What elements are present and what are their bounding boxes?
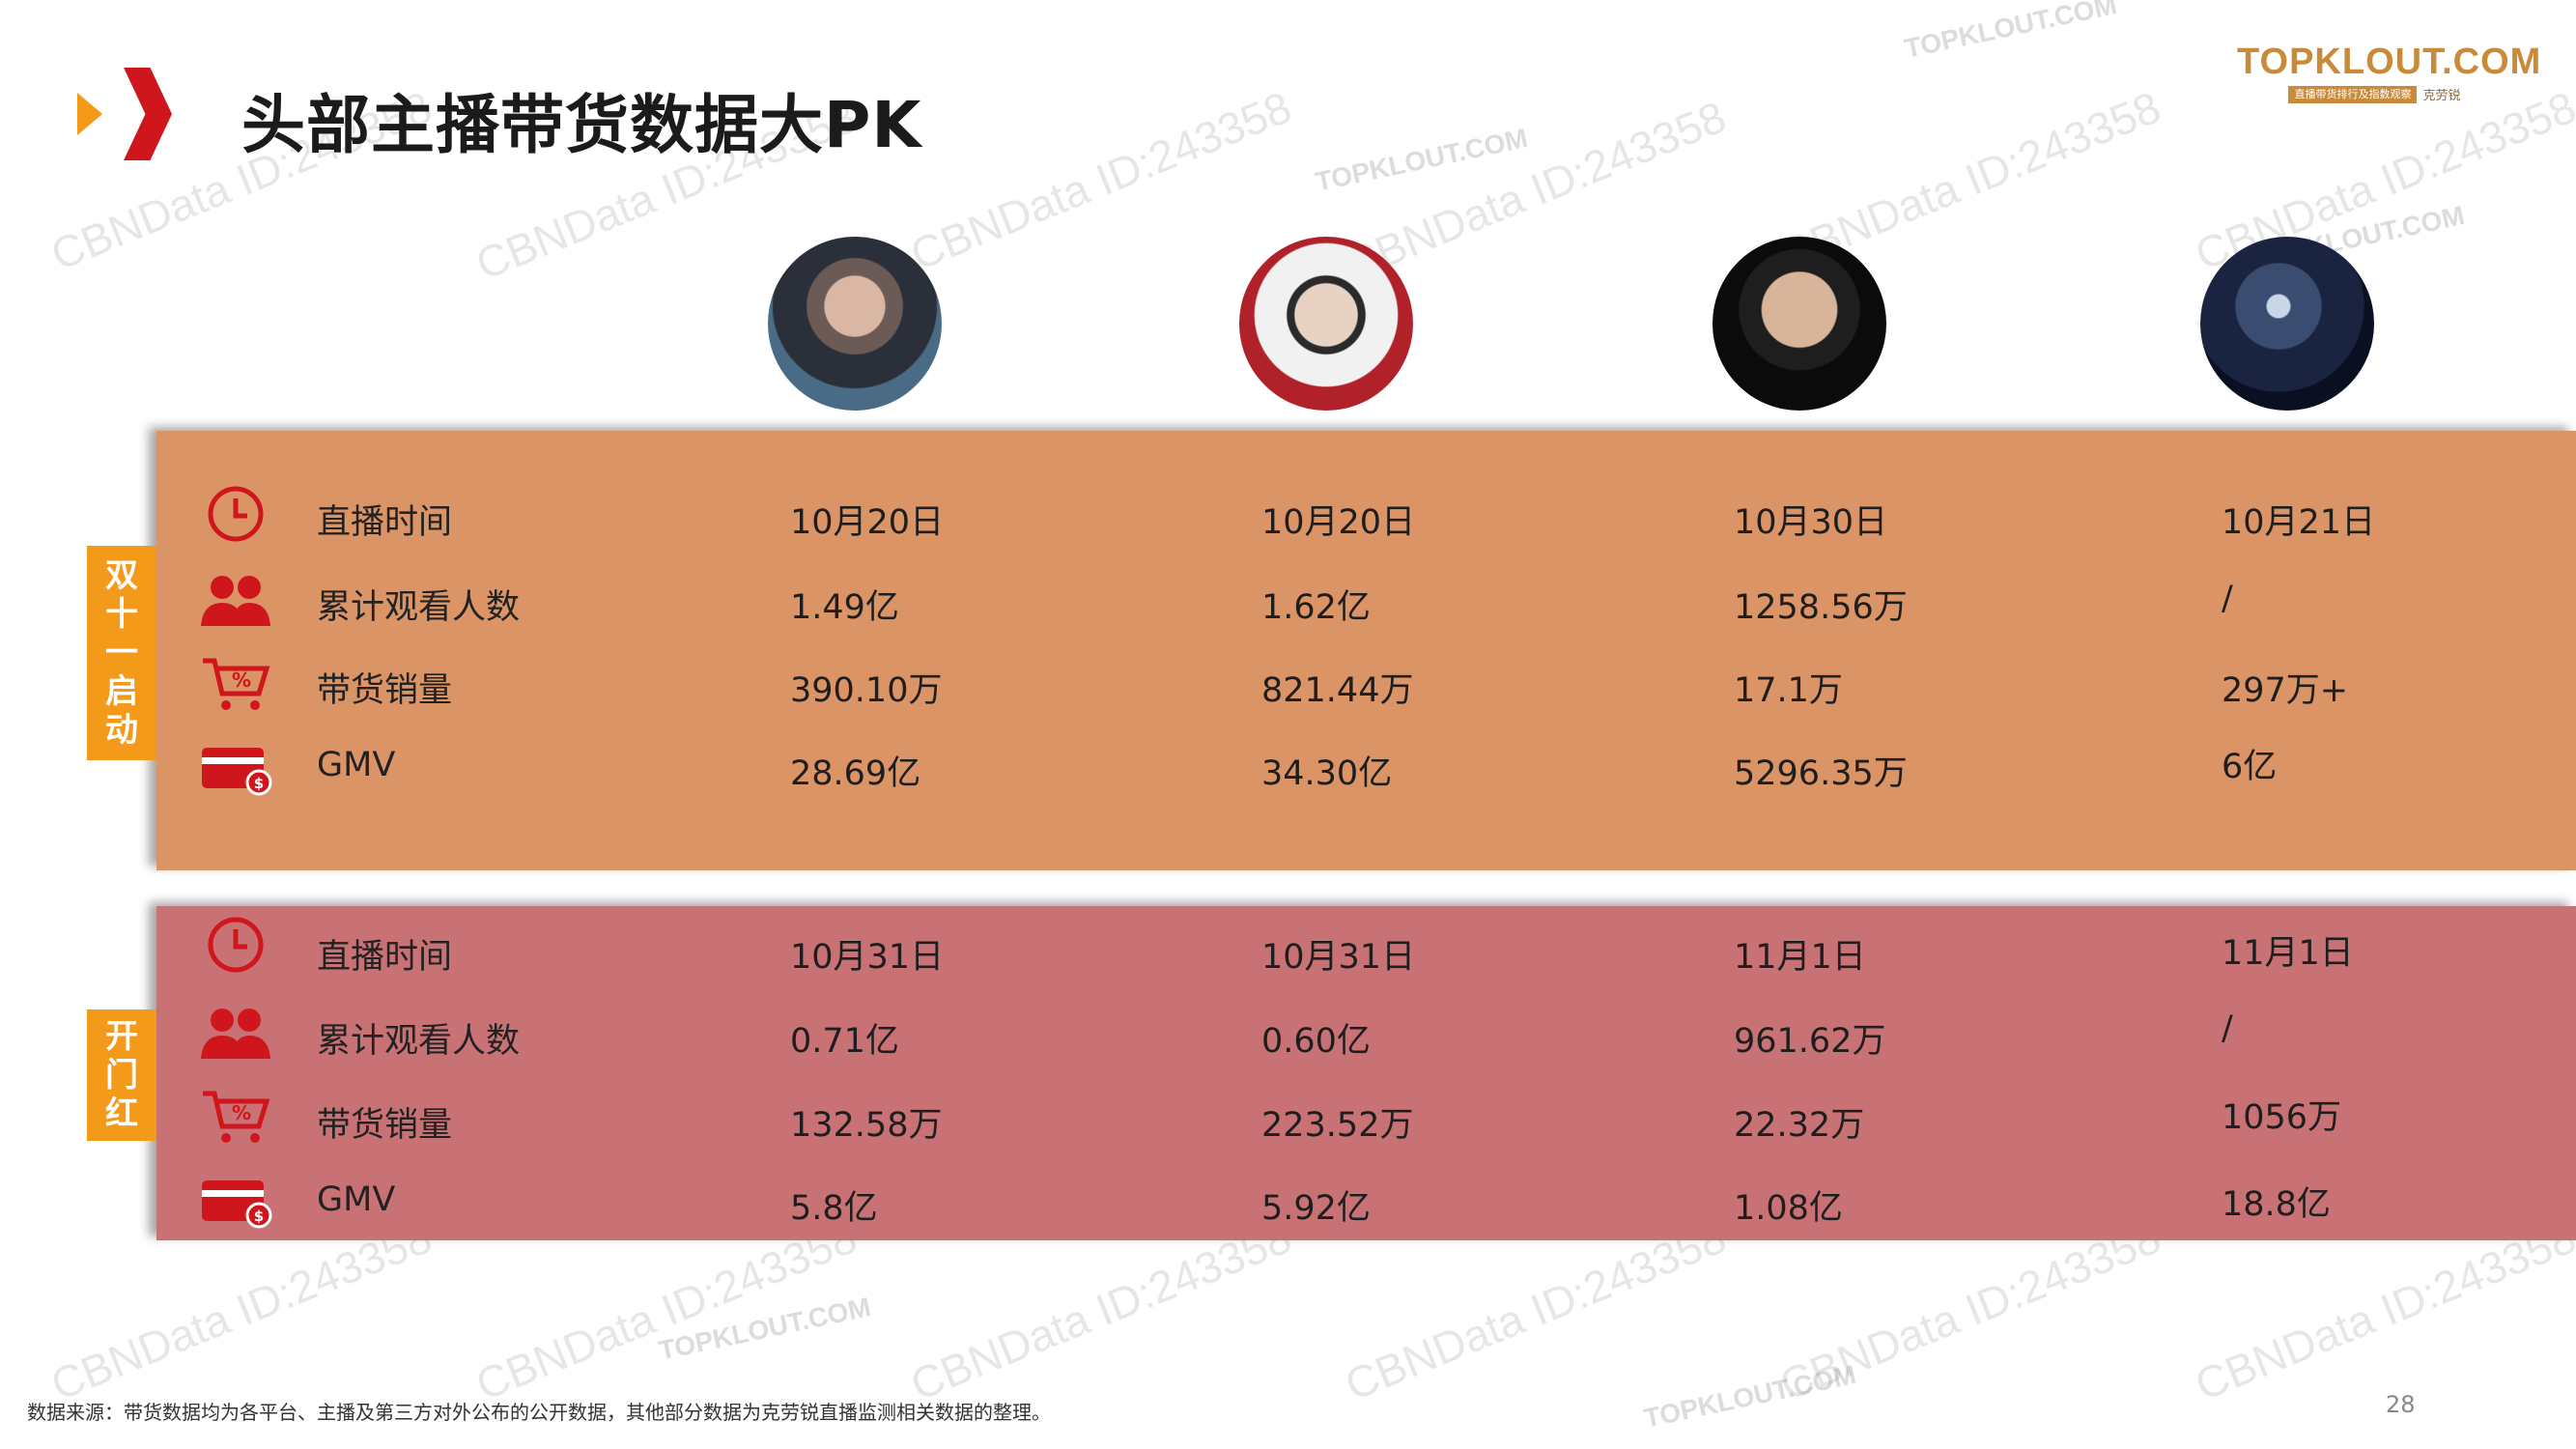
watermark-topklout: TOPKLOUT.COM xyxy=(1313,123,1531,197)
cell-value: 10月20日 xyxy=(790,503,945,542)
section-panel-opening xyxy=(156,906,2576,1240)
row-label-gmv: GMV xyxy=(317,1180,396,1219)
cell-value: 0.71亿 xyxy=(790,1022,899,1061)
cell-value: 11月1日 xyxy=(2222,934,2354,973)
cell-value: 11月1日 xyxy=(1734,938,1866,977)
cell-value: 0.60亿 xyxy=(1261,1022,1371,1061)
avatar xyxy=(1713,237,1886,411)
watermark-cbndata: CBNData ID:243358 xyxy=(2188,1211,2576,1410)
cell-value: 961.62万 xyxy=(1734,1022,1886,1061)
topklout-logo: TOPKLOUT.COM 直播带货排行及指数观察 克劳锐 xyxy=(2237,41,2542,103)
tag-char: 一 xyxy=(105,634,138,672)
cart-icon: % xyxy=(203,1091,270,1143)
tag-char: 开 xyxy=(105,1017,138,1056)
watermark-cbndata: CBNData ID:243358 xyxy=(468,1211,863,1410)
section-panel-double11-start xyxy=(156,431,2576,870)
avatar xyxy=(1239,237,1413,411)
cell-value: 22.32万 xyxy=(1734,1106,1865,1145)
cell-value: / xyxy=(2222,1009,2233,1048)
people-icon xyxy=(201,576,270,626)
cell-value: 5296.35万 xyxy=(1734,754,1908,793)
svg-text:$: $ xyxy=(254,1208,264,1225)
cell-value: 132.58万 xyxy=(790,1106,943,1145)
cart-icon: % xyxy=(203,658,270,710)
cell-value: 28.69亿 xyxy=(790,754,921,793)
section-tag-double11-start: 双 十 一 启 动 xyxy=(87,546,156,760)
cell-value: 34.30亿 xyxy=(1261,754,1393,793)
watermark-topklout: TOPKLOUT.COM xyxy=(656,1292,874,1366)
people-icon xyxy=(201,1009,270,1059)
svg-text:$: $ xyxy=(254,775,264,792)
watermark-topklout: TOPKLOUT.COM xyxy=(1902,0,2120,64)
cell-value: 1.08亿 xyxy=(1734,1189,1843,1228)
cell-value: 821.44万 xyxy=(1261,671,1414,710)
cell-value: 10月30日 xyxy=(1734,503,1888,542)
row-label-live-date: 直播时间 xyxy=(317,503,453,542)
row-label-sales: 带货销量 xyxy=(317,1106,453,1145)
row-label-live-date: 直播时间 xyxy=(317,938,453,977)
watermark-cbndata: CBNData ID:243358 xyxy=(1772,1211,2167,1410)
cell-value: 1258.56万 xyxy=(1734,588,1908,627)
cell-value: 1056万 xyxy=(2222,1098,2342,1137)
watermark-topklout: TOPKLOUT.COM xyxy=(1641,1359,1859,1434)
clock-icon xyxy=(208,486,264,542)
watermark-cbndata: CBNData ID:243358 xyxy=(43,1211,439,1410)
logo-brand-cn: 克劳锐 xyxy=(2422,89,2461,103)
cell-value: 10月20日 xyxy=(1261,503,1416,542)
tag-char: 红 xyxy=(105,1094,138,1133)
cell-value: 10月31日 xyxy=(790,938,945,977)
cell-value: 223.52万 xyxy=(1261,1106,1414,1145)
data-source-note: 数据来源：带货数据均为各平台、主播及第三方对外公布的公开数据，其他部分数据为克劳… xyxy=(27,1401,1051,1424)
avatar xyxy=(768,237,942,411)
row-label-gmv: GMV xyxy=(317,746,396,784)
cell-value: 18.8亿 xyxy=(2222,1185,2331,1224)
cell-value: 1.49亿 xyxy=(790,588,899,627)
svg-text:%: % xyxy=(232,668,251,692)
cell-value: / xyxy=(2222,580,2233,618)
cell-value: 297万+ xyxy=(2222,671,2349,710)
logo-tagline: 直播带货排行及指数观察 xyxy=(2288,85,2418,103)
page-number: 28 xyxy=(2386,1391,2416,1418)
cell-value: 1.62亿 xyxy=(1261,588,1371,627)
tag-char: 双 xyxy=(105,556,138,595)
watermark-cbndata: CBNData ID:243358 xyxy=(903,81,1298,280)
cell-value: 6亿 xyxy=(2222,748,2278,786)
tag-char: 启 xyxy=(105,672,138,711)
cell-value: 10月21日 xyxy=(2222,503,2376,542)
cell-value: 10月31日 xyxy=(1261,938,1416,977)
cell-value: 5.8亿 xyxy=(790,1189,878,1228)
logo-text: TOPKLOUT.COM xyxy=(2237,42,2542,82)
tag-char: 门 xyxy=(105,1056,138,1094)
cell-value: 17.1万 xyxy=(1734,671,1843,710)
logo-subline: 直播带货排行及指数观察 克劳锐 xyxy=(2237,85,2512,103)
title-arrow-large-icon xyxy=(124,68,172,160)
row-label-sales: 带货销量 xyxy=(317,671,453,710)
row-label-viewers: 累计观看人数 xyxy=(317,1022,521,1061)
tag-char: 动 xyxy=(105,711,138,750)
title-arrow-small-icon xyxy=(77,93,102,135)
clock-icon xyxy=(208,917,264,973)
card-icon: $ xyxy=(202,1180,272,1229)
cell-value: 390.10万 xyxy=(790,671,943,710)
cell-value: 5.92亿 xyxy=(1261,1189,1371,1228)
watermark-cbndata: CBNData ID:243358 xyxy=(903,1211,1298,1410)
section-tag-opening: 开 门 红 xyxy=(87,1009,156,1141)
watermark-cbndata: CBNData ID:243358 xyxy=(1338,1211,1733,1410)
tag-char: 十 xyxy=(105,595,138,634)
page-title: 头部主播带货数据大PK xyxy=(241,88,922,162)
svg-text:%: % xyxy=(232,1101,251,1124)
card-icon: $ xyxy=(202,748,272,796)
watermark-cbndata: CBNData ID:243358 xyxy=(1338,91,1733,290)
row-label-viewers: 累计观看人数 xyxy=(317,588,521,627)
avatar xyxy=(2200,237,2374,411)
